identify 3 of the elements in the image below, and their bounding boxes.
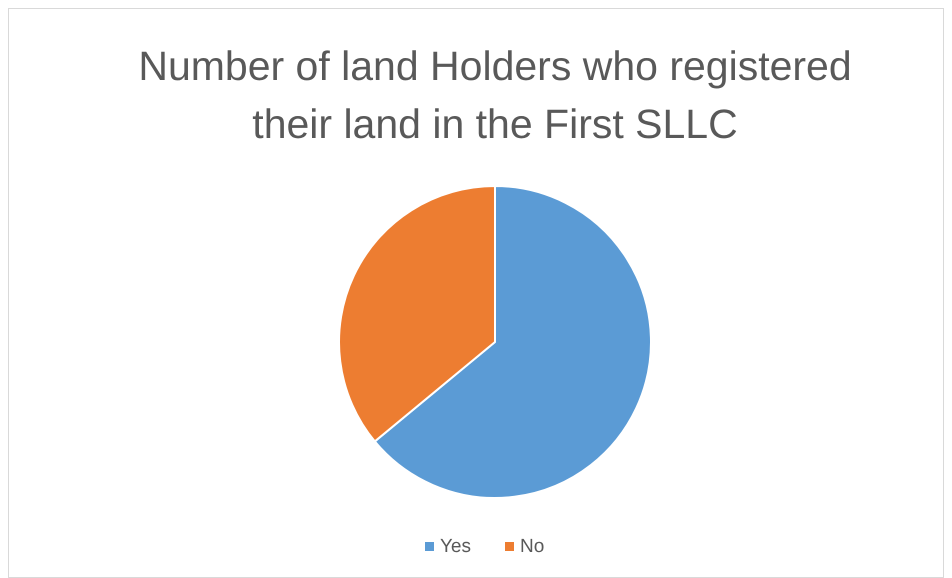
legend-label: No: [520, 536, 544, 557]
legend-label: Yes: [440, 536, 471, 557]
chart-title: Number of land Holders who registered their land in the First SLLC: [138, 43, 852, 147]
